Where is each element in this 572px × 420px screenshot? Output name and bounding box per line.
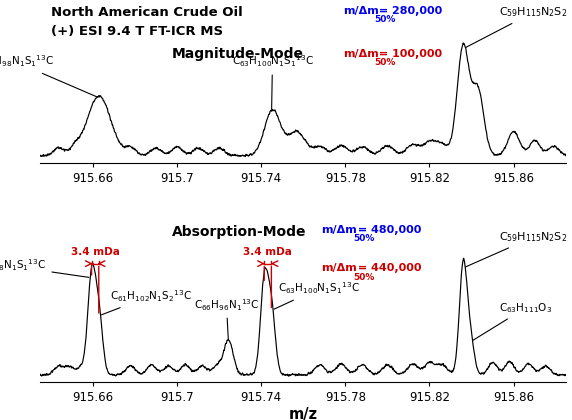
Text: = 280,000: = 280,000 <box>375 6 442 16</box>
Text: (+) ESI 9.4 T FT-ICR MS: (+) ESI 9.4 T FT-ICR MS <box>50 25 223 38</box>
Text: C$_{59}$H$_{115}$N$_2$S$_2$: C$_{59}$H$_{115}$N$_2$S$_2$ <box>466 230 567 267</box>
Text: 50%: 50% <box>375 15 396 24</box>
Text: 50%: 50% <box>353 273 375 282</box>
Text: C$_{63}$H$_{111}$O$_3$: C$_{63}$H$_{111}$O$_3$ <box>472 301 552 341</box>
Text: 50%: 50% <box>353 234 375 244</box>
Text: 3.4 mDa: 3.4 mDa <box>71 247 120 257</box>
Text: C$_{63}$H$_{100}$N$_1$S$_1$$^{13}$C: C$_{63}$H$_{100}$N$_1$S$_1$$^{13}$C <box>274 281 360 309</box>
Text: C$_{64}$H$_{98}$N$_1$S$_1$$^{13}$C: C$_{64}$H$_{98}$N$_1$S$_1$$^{13}$C <box>0 258 89 277</box>
Text: 3.4 mDa: 3.4 mDa <box>243 247 292 257</box>
Text: m/Δm: m/Δm <box>343 49 379 59</box>
Text: C$_{61}$H$_{102}$N$_1$S$_2$$^{13}$C: C$_{61}$H$_{102}$N$_1$S$_2$$^{13}$C <box>101 288 191 315</box>
Text: = 480,000: = 480,000 <box>353 225 421 235</box>
Text: = 440,000: = 440,000 <box>353 263 421 273</box>
Text: North American Crude Oil: North American Crude Oil <box>50 6 243 19</box>
Text: C$_{59}$H$_{115}$N$_2$S$_2$: C$_{59}$H$_{115}$N$_2$S$_2$ <box>466 5 567 47</box>
Text: m/Δm: m/Δm <box>343 6 379 16</box>
Text: Magnitude-Mode: Magnitude-Mode <box>172 47 304 61</box>
Text: C$_{66}$H$_{96}$N$_1$$^{13}$C: C$_{66}$H$_{96}$N$_1$$^{13}$C <box>194 297 259 339</box>
Text: 50%: 50% <box>375 58 396 67</box>
Text: C$_{63}$H$_{100}$N$_1$S$_1$$^{13}$C: C$_{63}$H$_{100}$N$_1$S$_1$$^{13}$C <box>232 54 313 109</box>
Text: m/Δm: m/Δm <box>321 225 358 235</box>
Text: m/Δm: m/Δm <box>321 263 358 273</box>
Text: = 100,000: = 100,000 <box>375 49 442 59</box>
Text: Absorption-Mode: Absorption-Mode <box>172 225 306 239</box>
Text: C$_{64}$H$_{98}$N$_1$S$_1$$^{13}$C: C$_{64}$H$_{98}$N$_1$S$_1$$^{13}$C <box>0 54 97 97</box>
X-axis label: m/z: m/z <box>289 407 317 420</box>
